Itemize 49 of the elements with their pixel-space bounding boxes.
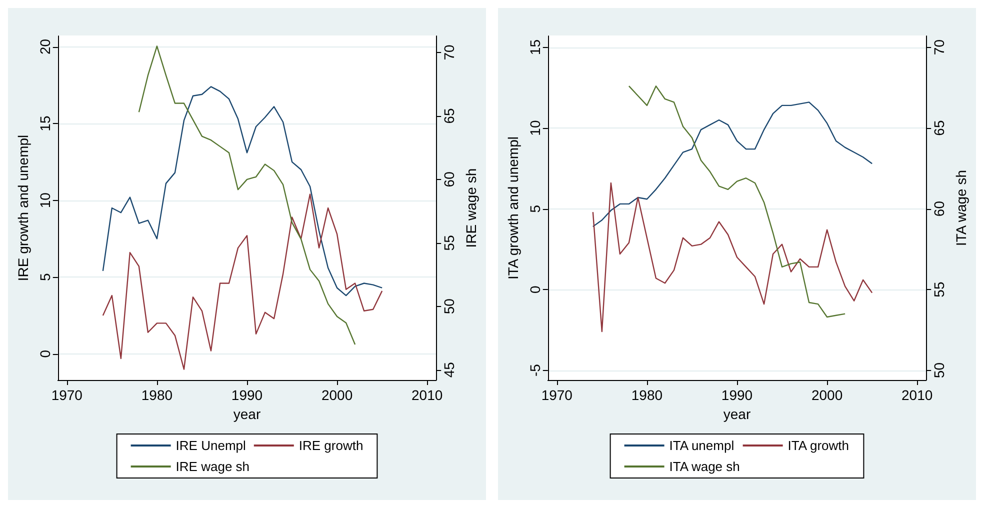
y2-tick-label: 50 [931,362,948,378]
x-tick-label: 1990 [231,387,263,403]
y2-tick-label: 65 [441,108,458,124]
y-tick-label: 20 [36,38,53,55]
line-series [592,182,873,332]
x-tick-label: 2000 [811,387,843,403]
y-axis-title: ITA growth and unempl [505,136,521,280]
x-tick-label: 1970 [51,387,83,403]
legend-label: IRE Unempl [176,438,246,453]
y2-tick-label: 55 [931,282,948,298]
y-tick-label: 15 [36,116,53,132]
y2-axis-title: IRE wage sh [463,168,479,248]
y-tick-label: -5 [526,364,543,377]
y-tick-label: 0 [36,350,53,358]
x-tick-label: 1980 [141,387,173,403]
line-series [138,46,356,346]
y2-tick-label: 70 [441,44,458,60]
y2-axis-title: ITA wage sh [953,170,969,246]
y2-tick-label: 55 [441,234,458,251]
legend-label: ITA unempl [669,438,734,453]
y2-tick-label: 65 [931,120,948,136]
y-tick-label: 5 [526,204,543,213]
legend-label: ITA wage sh [669,459,740,474]
y2-tick-label: 50 [441,298,458,314]
x-axis-title: year [233,406,261,422]
x-tick-label: 1970 [541,387,573,403]
y2-tick-label: 60 [931,200,948,217]
legend-label: IRE wage sh [176,459,250,474]
x-tick-label: 2010 [902,387,933,403]
y2-tick-label: 45 [441,362,458,378]
y-axis-title: IRE growth and unempl [15,134,31,282]
y2-tick-label: 60 [441,171,458,188]
y-tick-label: 5 [36,273,53,282]
line-series [628,85,846,318]
x-tick-label: 1990 [721,387,753,403]
y-tick-label: 0 [526,285,543,294]
y2-tick-label: 70 [931,39,948,56]
x-axis-title: year [723,406,751,422]
legend-label: ITA growth [788,438,849,453]
y-tick-label: 10 [526,120,543,136]
x-tick-label: 2010 [412,387,443,403]
line-series [592,102,873,228]
x-tick-label: 2000 [321,387,353,403]
line-series [102,194,383,370]
x-tick-label: 1980 [631,387,663,403]
legend-label: IRE growth [298,438,364,453]
y-tick-label: 10 [36,192,53,208]
line-series [102,86,383,296]
y-tick-label: 15 [526,39,543,56]
